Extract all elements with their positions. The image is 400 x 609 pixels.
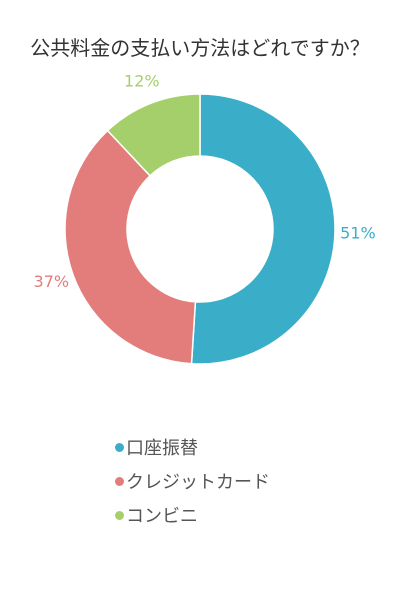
legend-dot-icon xyxy=(115,476,124,486)
legend-label: コンビニ xyxy=(126,506,198,527)
legend-item-credit-card[interactable]: クレジットカード xyxy=(115,464,270,498)
legend-label: クレジットカード xyxy=(126,472,270,493)
legend-item-convenience-store[interactable]: コンビニ xyxy=(115,498,270,532)
legend-item-bank-transfer[interactable]: 口座振替 xyxy=(115,430,270,464)
donut-chart: 51% 37% 12% xyxy=(34,72,376,365)
slice-convenience-store[interactable] xyxy=(106,93,201,177)
slice-credit-card[interactable] xyxy=(64,129,197,365)
legend-label: 口座振替 xyxy=(126,438,198,459)
data-label-convenience-store: 12% xyxy=(124,72,160,91)
data-label-credit-card: 37% xyxy=(34,272,70,291)
data-label-bank-transfer: 51% xyxy=(340,223,376,242)
chart-title: 公共料金の支払い方法はどれですか？ xyxy=(30,36,370,60)
slice-bank-transfer[interactable] xyxy=(190,93,336,365)
legend-dot-icon xyxy=(115,442,124,452)
legend: 口座振替 クレジットカード コンビニ xyxy=(115,430,270,532)
legend-dot-icon xyxy=(115,510,124,520)
